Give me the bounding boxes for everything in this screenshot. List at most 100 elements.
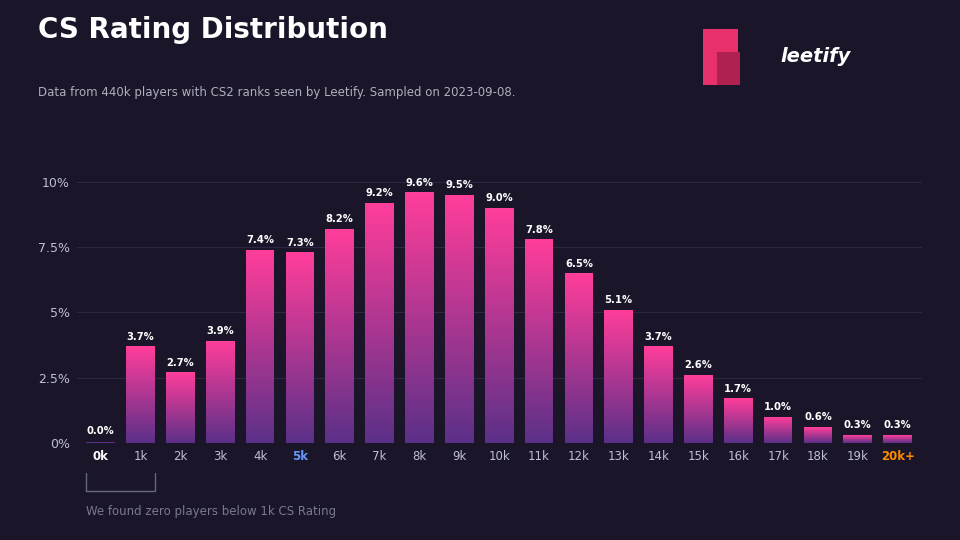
Bar bbox=[246, 276, 275, 278]
Bar bbox=[605, 369, 633, 370]
Bar bbox=[246, 281, 275, 282]
Bar bbox=[525, 329, 553, 330]
Bar bbox=[246, 298, 275, 299]
Bar bbox=[366, 246, 394, 247]
Bar bbox=[325, 385, 354, 386]
Bar bbox=[325, 229, 354, 230]
Bar bbox=[366, 390, 394, 391]
Bar bbox=[325, 376, 354, 377]
Bar bbox=[405, 234, 434, 235]
Bar bbox=[325, 273, 354, 274]
Bar bbox=[605, 428, 633, 429]
Bar bbox=[366, 361, 394, 362]
Bar bbox=[525, 440, 553, 441]
Bar bbox=[286, 299, 314, 300]
Bar bbox=[325, 345, 354, 346]
Bar bbox=[325, 338, 354, 339]
Bar bbox=[605, 410, 633, 411]
Bar bbox=[405, 232, 434, 234]
Bar bbox=[605, 439, 633, 440]
Bar bbox=[405, 385, 434, 387]
Text: 6.5%: 6.5% bbox=[564, 259, 593, 268]
Bar bbox=[246, 411, 275, 412]
Bar bbox=[485, 378, 514, 380]
Bar bbox=[205, 341, 234, 342]
Bar bbox=[485, 218, 514, 219]
Bar bbox=[286, 363, 314, 364]
Bar bbox=[246, 417, 275, 418]
Bar bbox=[205, 394, 234, 395]
Bar bbox=[286, 366, 314, 367]
Bar bbox=[525, 283, 553, 284]
Bar bbox=[325, 401, 354, 402]
Bar bbox=[405, 201, 434, 202]
Bar bbox=[445, 434, 473, 435]
Bar bbox=[564, 396, 593, 397]
Text: 1.0%: 1.0% bbox=[764, 402, 792, 412]
Bar bbox=[366, 255, 394, 257]
Bar bbox=[445, 404, 473, 406]
Bar bbox=[525, 370, 553, 372]
Bar bbox=[525, 302, 553, 303]
Bar bbox=[325, 264, 354, 265]
Bar bbox=[286, 355, 314, 356]
Bar bbox=[525, 343, 553, 344]
Bar bbox=[445, 275, 473, 277]
Bar bbox=[286, 392, 314, 393]
Bar bbox=[405, 231, 434, 232]
Bar bbox=[525, 394, 553, 395]
Bar bbox=[445, 403, 473, 404]
Bar bbox=[564, 281, 593, 282]
Bar bbox=[246, 335, 275, 336]
Bar bbox=[445, 338, 473, 339]
Bar bbox=[445, 318, 473, 319]
Bar bbox=[525, 303, 553, 305]
Bar bbox=[564, 284, 593, 285]
Bar bbox=[325, 295, 354, 296]
Bar bbox=[525, 405, 553, 406]
Bar bbox=[564, 331, 593, 332]
Bar bbox=[325, 305, 354, 306]
Bar bbox=[485, 361, 514, 362]
Bar bbox=[445, 391, 473, 392]
Bar bbox=[325, 322, 354, 323]
Bar bbox=[605, 321, 633, 322]
Bar bbox=[445, 279, 473, 280]
Bar bbox=[325, 315, 354, 316]
Bar bbox=[286, 336, 314, 337]
Bar bbox=[286, 402, 314, 403]
Bar bbox=[405, 442, 434, 443]
Bar bbox=[405, 418, 434, 419]
Bar bbox=[366, 206, 394, 207]
Bar bbox=[286, 380, 314, 381]
Bar bbox=[605, 375, 633, 376]
Bar bbox=[366, 237, 394, 238]
Bar bbox=[246, 407, 275, 408]
Bar bbox=[286, 308, 314, 309]
Bar bbox=[445, 329, 473, 330]
Bar bbox=[485, 424, 514, 425]
Bar bbox=[525, 433, 553, 434]
Bar bbox=[205, 370, 234, 371]
Bar bbox=[205, 397, 234, 398]
Bar bbox=[325, 307, 354, 308]
Text: CS Rating Distribution: CS Rating Distribution bbox=[38, 16, 388, 44]
Bar bbox=[246, 397, 275, 399]
Bar bbox=[405, 296, 434, 298]
Bar bbox=[205, 379, 234, 380]
Bar bbox=[405, 250, 434, 251]
Bar bbox=[445, 400, 473, 401]
Bar bbox=[286, 303, 314, 305]
Bar bbox=[485, 329, 514, 330]
Bar bbox=[366, 265, 394, 266]
Bar bbox=[325, 389, 354, 390]
Bar bbox=[485, 309, 514, 310]
Bar bbox=[485, 396, 514, 397]
Bar bbox=[286, 293, 314, 294]
Bar bbox=[286, 352, 314, 353]
Bar bbox=[246, 323, 275, 324]
Bar bbox=[405, 218, 434, 219]
Bar bbox=[485, 385, 514, 387]
Bar bbox=[485, 236, 514, 238]
Bar bbox=[605, 315, 633, 316]
